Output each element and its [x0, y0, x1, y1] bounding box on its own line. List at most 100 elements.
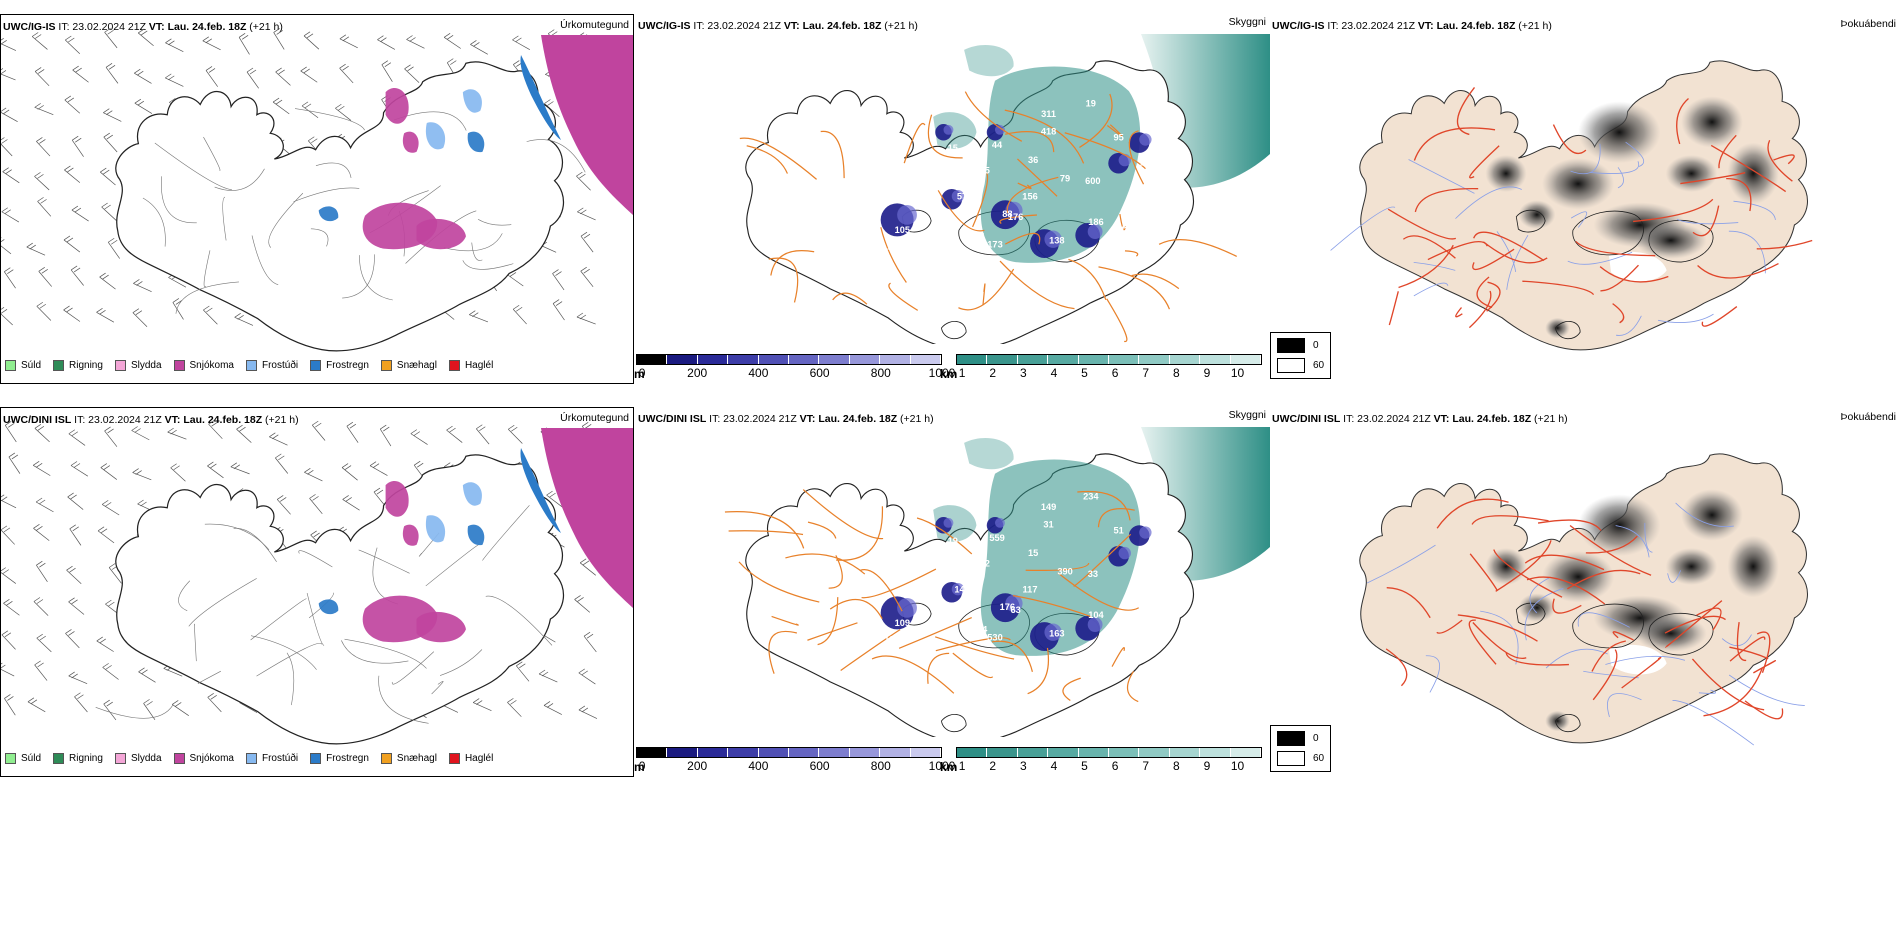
scale-tick: 8: [1172, 366, 1180, 380]
init-time: IT: 23.02.2024 21Z: [58, 21, 146, 33]
scale-tick: 5: [1081, 366, 1088, 380]
visibility-value-label: 418: [1041, 126, 1056, 136]
legend-item: Snæhagl: [380, 753, 437, 764]
scale-tick: 7: [1142, 366, 1150, 380]
model-name: UWC/IG-IS: [638, 20, 691, 32]
legend-label: Frostregn: [326, 753, 369, 764]
model-name: UWC/IG-IS: [1272, 20, 1325, 32]
valid-time: Lau. 24.feb. 18Z: [183, 414, 263, 426]
visibility-value-label: 51: [1113, 526, 1123, 536]
visibility-value-label: 36: [1028, 155, 1038, 165]
fog-indicator-panel: UWC/IG-IS IT: 23.02.2024 21Z VT: Lau. 24…: [1270, 14, 1900, 392]
visibility-value-label: 28: [1122, 618, 1132, 628]
precip-type-panel: UWC/DINI ISL IT: 23.02.2024 21Z VT: Lau.…: [0, 407, 634, 777]
legend-label: Súld: [21, 360, 42, 371]
legend-swatch: [1277, 731, 1305, 746]
model-name: UWC/DINI ISL: [638, 413, 707, 425]
scale-tick: 5: [1081, 759, 1088, 773]
legend-swatch: [310, 360, 322, 371]
legend-swatch: [53, 753, 65, 764]
scale-unit: km: [940, 760, 958, 774]
legend-swatch: [245, 753, 257, 764]
lead-time: (+21 h): [249, 21, 283, 33]
visibility-value-label: 15: [948, 143, 958, 153]
visibility-panel: UWC/IG-IS IT: 23.02.2024 21Z VT: Lau. 24…: [634, 14, 1270, 392]
legend-label: Snæhagl: [396, 360, 437, 371]
visibility-value-label: 559: [989, 533, 1004, 543]
fog-map: [1330, 60, 1813, 351]
valid-label: VT:: [1417, 20, 1434, 32]
lead-time: (+21 h): [900, 413, 934, 425]
scale-tick: 2: [989, 366, 997, 380]
panel-title: Skyggni: [1228, 16, 1266, 28]
visibility-value-label: 79: [1060, 174, 1070, 184]
init-time: IT: 23.02.2024 21Z: [74, 414, 162, 426]
visibility-value-label: 95: [1113, 133, 1123, 143]
visibility-value-label: 600: [1085, 176, 1100, 186]
valid-label: VT:: [148, 21, 165, 33]
visibility-value-label: 390: [1057, 567, 1072, 577]
visibility-scale: 1 2 3 4 5 6 7 8 9 10 km: [940, 747, 1262, 774]
legend-item: Frostregn: [310, 753, 369, 764]
fog-legend: 0 60: [1270, 332, 1332, 379]
init-time: IT: 23.02.2024 21Z: [709, 413, 797, 425]
visibility-value-label: 163: [1049, 629, 1064, 639]
legend-item: Frostregn: [310, 360, 369, 371]
visibility-value-label: 47: [1142, 550, 1152, 560]
scale-unit: m: [634, 367, 645, 381]
valid-time: Lau. 24.feb. 18Z: [818, 413, 898, 425]
legend-item: Snæhagl: [380, 360, 437, 371]
visibility-value-label: 52: [1111, 631, 1121, 641]
visibility-value-label: 33: [1088, 569, 1098, 579]
visibility-value-label: 13: [887, 242, 897, 252]
legend-swatch: [380, 753, 392, 764]
scale-tick: 0: [638, 366, 646, 380]
scale-tick: 9: [1203, 759, 1211, 773]
valid-time: Lau. 24.feb. 18Z: [1436, 20, 1516, 32]
legend-item: Slydda: [114, 753, 162, 764]
elevation-scale: 0 200 400 600 800 1000 m: [634, 354, 955, 381]
scale-tick: 7: [1142, 759, 1150, 773]
legend-swatch: [1277, 358, 1305, 373]
legend-label: Frostúði: [261, 360, 299, 371]
legend-label: Frostúði: [261, 753, 299, 764]
valid-time: Lau. 24.feb. 18Z: [802, 20, 882, 32]
legend-item: Súld: [5, 360, 41, 371]
visibility-value-label: 171: [869, 624, 884, 634]
legend-swatch: [53, 360, 65, 371]
visibility-value-label: 117: [1023, 584, 1038, 594]
legend-label: Rigning: [69, 753, 103, 764]
fog-indicator-panel: UWC/DINI ISL IT: 23.02.2024 21Z VT: Lau.…: [1270, 407, 1900, 785]
visibility-value-label: 434: [1119, 225, 1135, 235]
visibility-value-label: 176: [1000, 602, 1015, 612]
visibility-value-label: 121: [1109, 238, 1124, 248]
legend-label: Haglél: [464, 753, 494, 764]
panel-title: Þokuábendi: [1840, 411, 1896, 423]
legend-item: Rigning: [53, 753, 103, 764]
visibility-value-label: 234: [1083, 492, 1099, 502]
lead-time: (+21 h): [1534, 413, 1568, 425]
legend-swatch: [5, 753, 16, 764]
legend-swatch: [245, 360, 257, 371]
visibility-value-label: 138: [1049, 236, 1064, 246]
legend-label: 60: [1313, 360, 1325, 371]
visibility-value-label: 149: [1041, 502, 1056, 512]
visibility-value-label: 176: [1008, 212, 1023, 222]
scale-tick: 1000: [928, 759, 956, 773]
precip-map: [1, 27, 633, 352]
visibility-value-label: 530: [987, 633, 1002, 643]
model-name: UWC/IG-IS: [3, 21, 56, 33]
legend-swatch: [448, 360, 460, 371]
scale-tick: 6: [1111, 759, 1119, 773]
legend-swatch: [173, 360, 185, 371]
visibility-value-label: 92: [980, 559, 990, 569]
init-time: IT: 23.02.2024 21Z: [693, 20, 781, 32]
visibility-value-label: 143: [954, 584, 969, 594]
scale-tick: 800: [870, 366, 891, 380]
panel-title: Úrkomutegund: [560, 19, 629, 31]
scale-tick: 600: [809, 759, 830, 773]
scale-tick: 200: [687, 759, 708, 773]
visibility-value-label: 44: [992, 140, 1003, 150]
panel-header: UWC/IG-IS IT: 23.02.2024 21Z VT: Lau. 24…: [638, 20, 918, 32]
